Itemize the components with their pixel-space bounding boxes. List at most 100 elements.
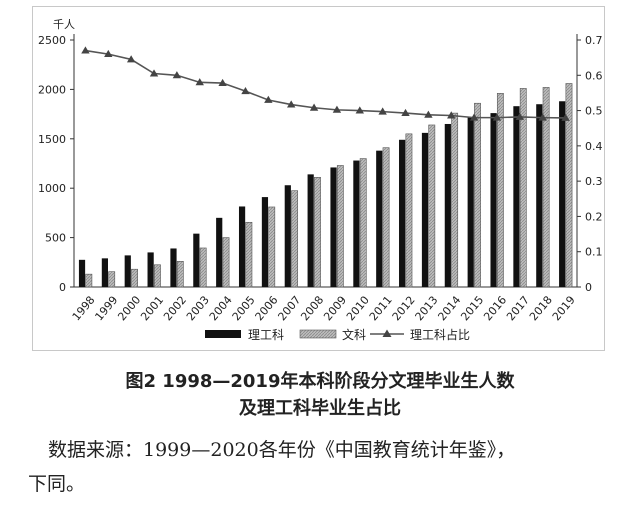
bar-2001-ligong (147, 252, 154, 287)
bar-2012-wenke (405, 133, 413, 288)
ratio-point-2018 (538, 113, 547, 121)
bar-2018-wenke (542, 87, 550, 288)
ratio-point-2002 (172, 71, 182, 79)
figure-caption-line2: 及理工科毕业生占比 (239, 398, 401, 419)
ratio-point-2014 (447, 111, 456, 119)
bar-2007-ligong (284, 185, 291, 287)
y-right-tick-label: 0.1 (585, 246, 603, 259)
ratio-point-2001 (149, 69, 159, 77)
y-left-tick-label: 0 (59, 281, 66, 294)
bar-1999-ligong (101, 258, 108, 287)
x-tick-label: 2018 (527, 294, 555, 324)
bar-2011-ligong (376, 150, 383, 287)
y-left-tick-label: 1500 (38, 133, 66, 146)
bar-2008-ligong (307, 174, 314, 287)
ratio-point-2000 (126, 55, 136, 63)
ratio-point-2013 (424, 110, 433, 118)
bar-2005-ligong (238, 206, 246, 287)
ratio-point-2017 (515, 112, 525, 120)
data-source-note: 数据来源：1999—2020各年份《中国教育统计年鉴》， 下同。 (28, 433, 628, 501)
bar-2015-wenke (474, 102, 481, 288)
bar-2018-ligong (536, 104, 543, 287)
bar-2010-wenke (359, 158, 367, 288)
legend-swatch-ligong (205, 330, 241, 338)
chart: 0 500 1000 1500 2000 2500 千人 0 0.1 0.2 0.3 0.4 0.5 0.… (38, 18, 603, 342)
x-tick-label: 2011 (367, 294, 395, 324)
bar-2000-wenke (131, 268, 138, 288)
bar-2005-wenke (245, 221, 253, 288)
bar-2008-wenke (314, 177, 321, 288)
ratio-point-2004 (218, 78, 227, 86)
ratio-point-2016 (492, 113, 502, 121)
bar-2004-wenke (222, 237, 230, 288)
legend-label-ratio: 理工科占比 (410, 327, 470, 342)
bar-1998-wenke (85, 273, 93, 288)
data-source-line1: 数据来源：1999—2020各年份《中国教育统计年鉴》， (48, 439, 516, 461)
y-right-tick-label: 0.7 (585, 34, 603, 47)
x-tick-label: 2012 (390, 294, 418, 324)
ratio-point-2019 (561, 113, 570, 121)
y-right-tick-label: 0.2 (585, 210, 603, 223)
bar-2011-wenke (382, 147, 390, 288)
x-tick-label: 2009 (321, 294, 349, 324)
legend-swatch-ratio-marker (382, 329, 392, 337)
x-tick-label: 2007 (275, 294, 303, 324)
y-left-tick-label: 500 (45, 232, 66, 245)
ratio-point-2008 (309, 103, 319, 111)
y-right-tick-label: 0.4 (585, 140, 603, 153)
bar-2003-wenke (199, 247, 207, 288)
bar-2001-wenke (154, 264, 161, 288)
figure-caption-line1: 图2 1998—2019年本科阶段分文理毕业生人数 (125, 371, 515, 392)
bar-2004-ligong (216, 217, 223, 287)
data-source-line2: 下同。 (28, 473, 86, 495)
bar-2013-ligong (421, 132, 429, 287)
bar-1999-wenke (108, 271, 116, 288)
bar-2012-ligong (399, 139, 406, 287)
bar-2003-ligong (193, 233, 200, 287)
bar-2013-wenke (428, 124, 436, 288)
ratio-point-1999 (104, 49, 113, 58)
bar-2006-ligong (261, 197, 269, 287)
x-tick-label: 1999 (93, 294, 121, 324)
x-tick-label: 2015 (458, 294, 486, 324)
x-tick-label: 2002 (161, 294, 189, 324)
x-tick-label: 2016 (481, 294, 509, 324)
x-tick-label: 1998 (70, 294, 98, 324)
y-right-tick-label: 0.6 (585, 69, 603, 82)
bar-2007-wenke (291, 190, 299, 288)
legend-label-wenke: 文科 (342, 327, 366, 342)
x-tick-label: 2010 (344, 294, 372, 324)
bar-2006-wenke (268, 206, 276, 288)
y-left-tick-label: 1000 (38, 182, 66, 195)
legend-label-ligong: 理工科 (248, 328, 284, 342)
y-left-unit-label: 千人 (53, 18, 75, 31)
bar-2016-wenke (496, 93, 504, 288)
bar-2002-ligong (170, 248, 177, 287)
bar-2014-ligong (444, 123, 451, 287)
x-tick-label: 2008 (298, 294, 326, 324)
ratio-point-2003 (195, 78, 204, 86)
y-right-tick-label: 0.5 (585, 105, 603, 118)
bar-2009-wenke (336, 165, 344, 288)
y-left-tick-label: 2000 (38, 83, 66, 96)
y-left-tick-label: 2500 (38, 34, 66, 47)
ratio-line (85, 49, 566, 119)
x-tick-label: 2005 (230, 294, 258, 324)
ratio-point-2015 (469, 113, 479, 121)
ratio-point-2009 (332, 105, 342, 113)
x-tick-label: 2014 (435, 294, 463, 324)
ratio-point-2005 (241, 86, 250, 95)
y-right-tick-label: 0.3 (585, 175, 603, 188)
chart-frame (32, 6, 605, 351)
bar-2002-wenke (176, 261, 184, 288)
bar-2016-ligong (490, 113, 497, 287)
ratio-point-1998 (81, 46, 90, 54)
bar-2009-ligong (330, 167, 337, 287)
x-tick-label: 2004 (207, 294, 235, 324)
y-right-tick-label: 0 (585, 281, 592, 294)
ratio-point-2011 (378, 107, 387, 115)
bar-2017-ligong (513, 106, 520, 287)
x-tick-label: 2003 (184, 294, 212, 324)
bar-2017-wenke (519, 88, 527, 288)
x-tick-label: 2019 (550, 294, 578, 324)
